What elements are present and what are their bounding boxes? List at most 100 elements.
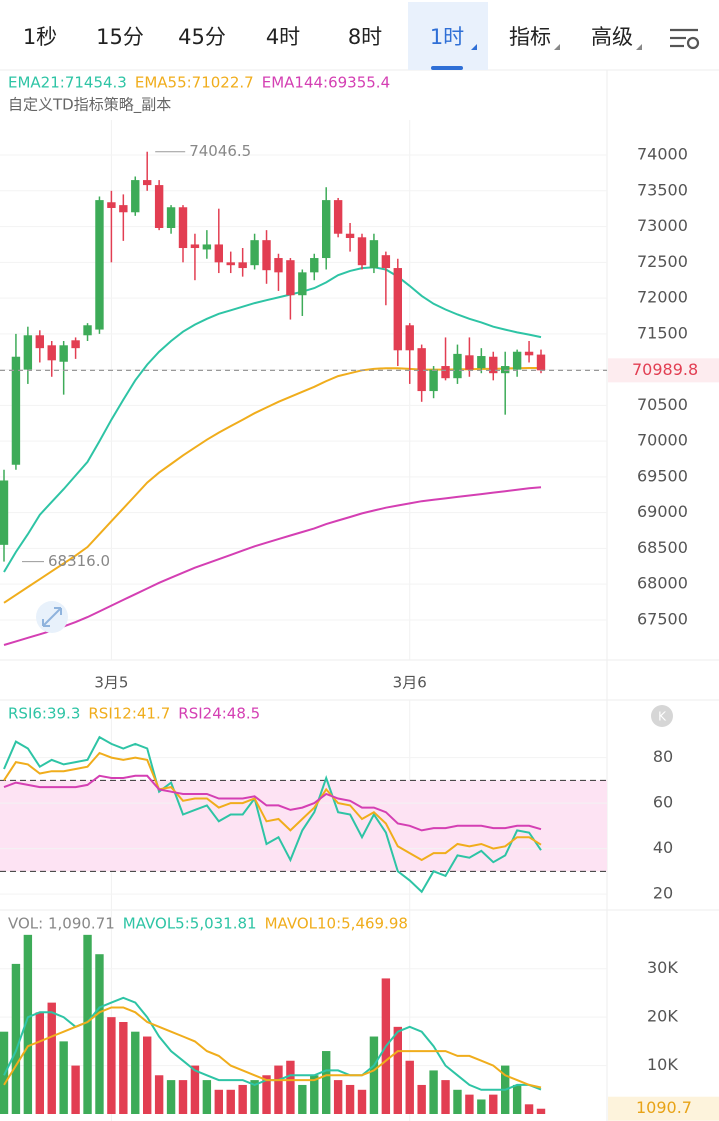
candle-body	[310, 258, 319, 273]
volume-bar	[512, 1084, 522, 1114]
k-icon	[651, 705, 673, 727]
legend-entry: EMA55:71022.7	[135, 74, 254, 92]
last-volume-label: 1090.7	[636, 1098, 692, 1117]
y-tick-label: 20K	[647, 1007, 678, 1026]
volume-bar	[250, 1080, 259, 1114]
indicator-line	[3, 266, 542, 573]
volume-bar	[357, 1089, 367, 1114]
volume-bar	[131, 1031, 140, 1114]
y-tick-label: 68000	[637, 574, 688, 593]
volume-bar	[524, 1104, 534, 1114]
candle-body	[345, 233, 355, 239]
candle-body	[131, 180, 140, 213]
y-tick-label: 80	[653, 747, 673, 766]
tab[interactable]: 4时	[266, 25, 300, 49]
y-tick-label: 10K	[647, 1055, 678, 1074]
y-tick-label: 20	[653, 884, 673, 903]
candle-body	[166, 207, 176, 228]
candle-body	[501, 366, 510, 374]
expand-arrows	[42, 607, 62, 627]
candle-body	[143, 180, 152, 186]
volume-bar	[477, 1099, 486, 1114]
legend-entry: VOL: 1,090.71	[8, 915, 115, 933]
active-underline	[431, 66, 463, 70]
candle-body	[512, 351, 522, 370]
candle-body	[489, 356, 498, 374]
candle-body	[405, 325, 414, 351]
volume-bar	[11, 963, 21, 1114]
tab[interactable]: 8时	[348, 25, 382, 49]
candle-body	[119, 205, 128, 213]
volume-bar	[83, 934, 92, 1114]
max-label: 74046.5	[189, 142, 251, 160]
candle-body	[441, 366, 450, 379]
candle-body	[83, 325, 92, 336]
min-label: 68316.0	[48, 552, 110, 570]
volume-bar	[166, 1080, 176, 1114]
y-tick-label: 72000	[637, 288, 688, 307]
volume-bar	[441, 1080, 450, 1114]
candle-body	[298, 272, 307, 296]
volume-bar	[238, 1084, 247, 1114]
volume-bar	[226, 1089, 235, 1114]
candle-body	[107, 202, 116, 208]
volume-bar	[274, 1065, 283, 1114]
volume-bar	[154, 1075, 164, 1114]
tab[interactable]: 15分	[96, 25, 144, 49]
candle-body	[524, 351, 534, 356]
legend-entry: RSI12:41.7	[88, 705, 170, 723]
indicator-line	[3, 1006, 542, 1089]
volume-bar	[71, 1065, 80, 1114]
candle-body	[0, 480, 9, 545]
legend-entry: RSI6:39.3	[8, 705, 80, 723]
volume-bar	[405, 1060, 414, 1114]
candle-body	[11, 356, 21, 465]
candle-body	[286, 260, 295, 296]
candle-body	[23, 335, 33, 370]
indicator-line	[3, 367, 541, 604]
volume-bar	[393, 1026, 402, 1114]
volume-bar	[178, 1080, 188, 1114]
y-tick-label: 30K	[647, 958, 678, 977]
volume-bar	[536, 1108, 546, 1114]
y-tick-label: 74000	[637, 145, 688, 164]
volume-bar	[214, 1089, 223, 1114]
active-tab-bg	[408, 2, 488, 70]
indicator-line	[3, 486, 542, 646]
tab[interactable]: 高级	[591, 25, 633, 49]
y-tick-label: 70000	[637, 431, 688, 450]
tab[interactable]: 指标	[509, 25, 551, 49]
y-tick-label: 67500	[637, 609, 688, 628]
y-tick-label: 40	[653, 838, 673, 857]
volume-bar	[345, 1084, 355, 1114]
expand-icon[interactable]	[36, 601, 68, 633]
candle-body	[357, 237, 367, 266]
last-price-label: 70989.8	[632, 360, 698, 379]
legend-entry: EMA21:71454.3	[8, 74, 127, 92]
tab[interactable]: 45分	[178, 25, 226, 49]
tab[interactable]: 1秒	[23, 25, 57, 49]
candle-body	[333, 200, 343, 234]
volume-bar	[465, 1094, 474, 1114]
candle-body	[154, 185, 164, 228]
candle-body	[59, 345, 68, 362]
dropdown-caret	[636, 44, 642, 50]
volume-bar	[453, 1089, 462, 1114]
volume-bar	[310, 1075, 319, 1114]
candle-body	[226, 262, 235, 266]
y-tick-label: 73500	[637, 180, 688, 199]
candle-body	[250, 240, 259, 266]
candle-body	[477, 356, 486, 369]
candle-body	[369, 240, 379, 269]
indicator-line	[3, 774, 542, 832]
volume-bar	[190, 1065, 200, 1114]
k-icon-label: K	[658, 710, 667, 724]
volume-bar	[298, 1084, 307, 1114]
volume-bar	[417, 1084, 426, 1114]
volume-bar	[107, 1017, 116, 1114]
y-tick-label: 60	[653, 793, 673, 812]
x-tick-label: 3月6	[393, 674, 427, 692]
tab[interactable]: 1时	[430, 25, 464, 49]
settings-icon[interactable]	[670, 28, 700, 50]
